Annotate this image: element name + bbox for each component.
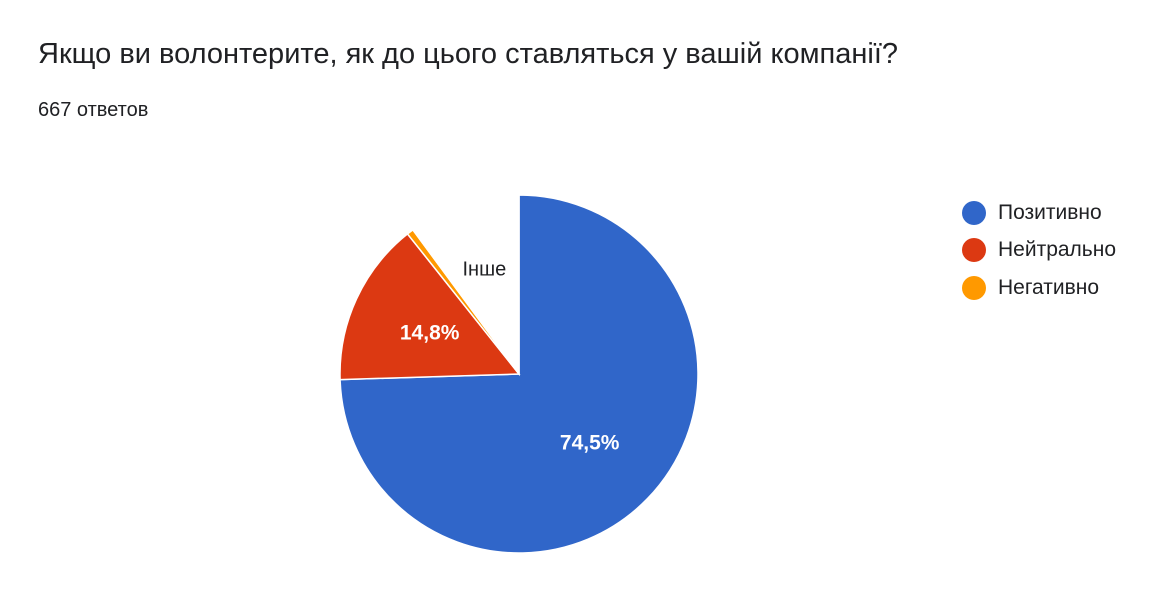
pie-label-slice-3: Інше [462, 259, 506, 281]
pie-label-slice-1: 14,8% [400, 322, 460, 345]
pie-slice-1[interactable] [339, 232, 521, 381]
legend-label: Нейтрально [998, 238, 1117, 262]
chart-legend: Позитивно Нейтрально Негативно [962, 194, 1116, 307]
legend-item-2[interactable]: Негативно [962, 269, 1116, 307]
legend-swatch-icon [962, 275, 986, 300]
legend-label: Позитивно [998, 200, 1102, 224]
pie-slices [339, 194, 699, 554]
legend-item-0[interactable]: Позитивно [962, 194, 1116, 232]
pie-slice-3[interactable] [411, 194, 520, 377]
legend-swatch-icon [962, 238, 986, 263]
legend-label: Негативно [998, 275, 1100, 299]
pie-label-slice-0: 74,5% [560, 432, 620, 455]
legend-swatch-icon [962, 200, 986, 225]
chart-title: Якщо ви волонтерите, як до цього ставлят… [38, 38, 899, 70]
legend-item-1[interactable]: Нейтрально [962, 232, 1116, 270]
pie-labels: 74,5% 14,8% Інше [400, 259, 620, 455]
response-count: 667 ответов [38, 99, 149, 121]
